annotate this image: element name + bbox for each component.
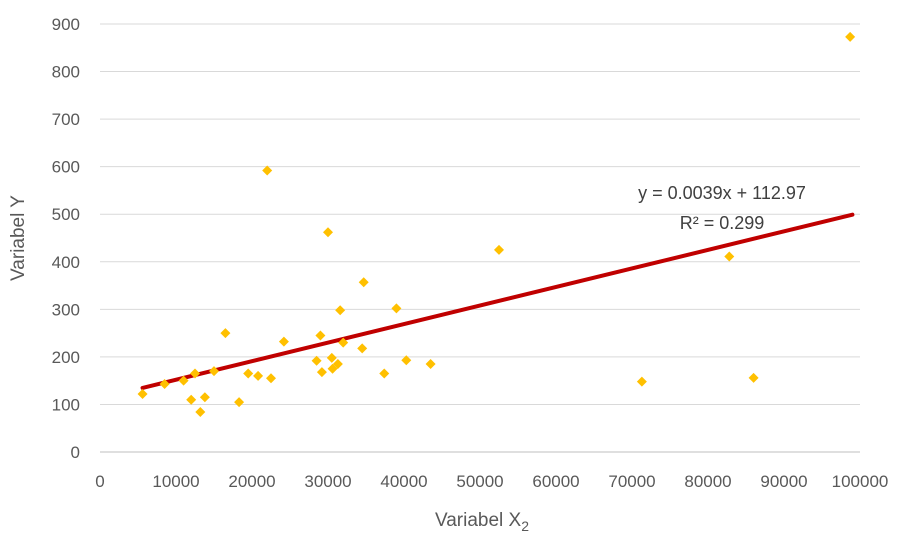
y-tick-label: 200 <box>52 348 80 367</box>
x-tick-label: 60000 <box>532 472 579 491</box>
y-tick-label: 500 <box>52 205 80 224</box>
x-axis-title: Variabel X2 <box>435 510 529 534</box>
y-tick-label: 800 <box>52 63 80 82</box>
trendline-equation: y = 0.0039x + 112.97 <box>638 183 806 203</box>
x-tick-label: 30000 <box>304 472 351 491</box>
x-axis-title-subscript: 2 <box>521 518 529 534</box>
y-tick-label: 900 <box>52 15 80 34</box>
x-tick-label: 90000 <box>760 472 807 491</box>
y-tick-label: 600 <box>52 158 80 177</box>
x-tick-label: 80000 <box>684 472 731 491</box>
y-axis-title: Variabel Y <box>8 195 29 281</box>
x-tick-label: 100000 <box>832 472 889 491</box>
y-tick-label: 700 <box>52 110 80 129</box>
x-tick-label: 50000 <box>456 472 503 491</box>
x-tick-label: 40000 <box>380 472 427 491</box>
y-tick-label: 100 <box>52 395 80 414</box>
trendline-r-squared: R² = 0.299 <box>680 213 765 233</box>
x-axis-title-main: Variabel X <box>435 510 522 531</box>
x-tick-label: 10000 <box>152 472 199 491</box>
y-tick-label: 0 <box>71 443 80 462</box>
x-tick-label: 70000 <box>608 472 655 491</box>
x-tick-label: 20000 <box>228 472 275 491</box>
y-tick-label: 400 <box>52 253 80 272</box>
x-tick-label: 0 <box>95 472 104 491</box>
y-tick-label: 300 <box>52 300 80 319</box>
